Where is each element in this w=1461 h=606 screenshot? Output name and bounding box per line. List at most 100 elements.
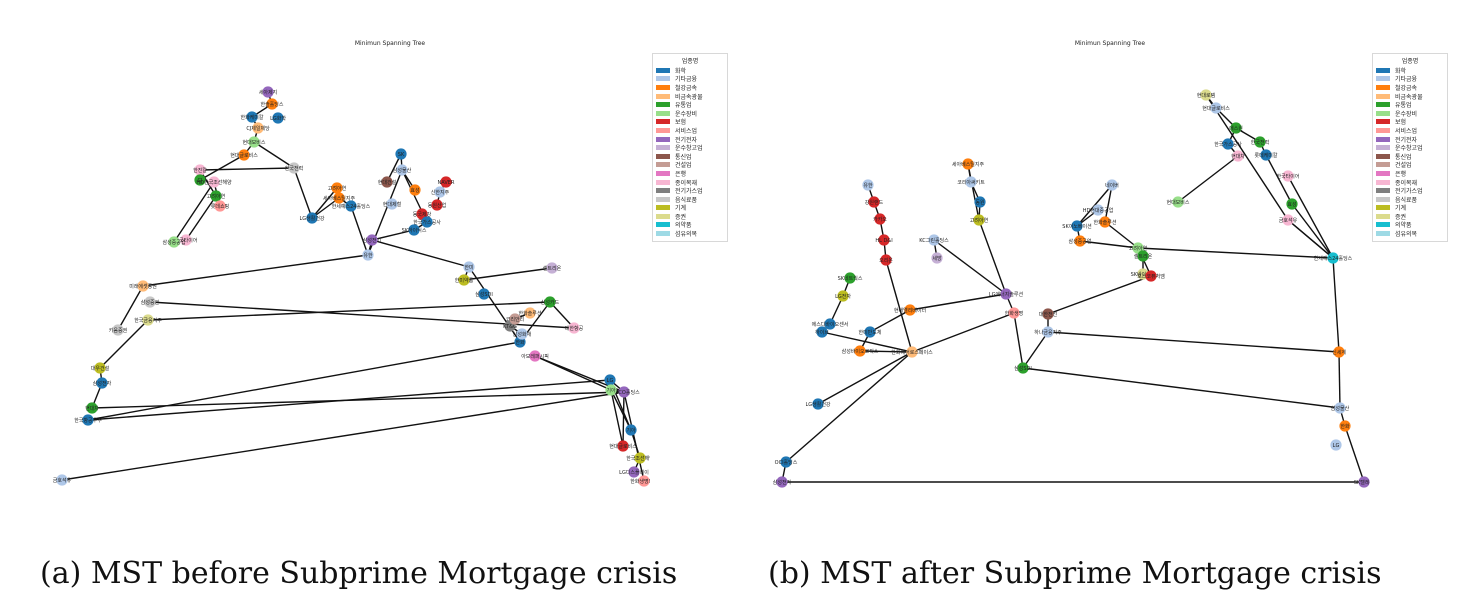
- edge: [967, 163, 980, 221]
- legend-label: 철강금속: [1395, 84, 1418, 92]
- node-label: LG생활건강: [805, 401, 830, 408]
- plot-title: Minimun Spanning Tree: [1074, 40, 1146, 47]
- legend-item: 건설업: [656, 161, 724, 170]
- legend-swatch: [1376, 179, 1390, 185]
- legend-swatch: [1376, 231, 1390, 237]
- node: [1071, 220, 1083, 232]
- legend-label: 전기전자: [1395, 136, 1418, 144]
- legend-title: 업종명: [1401, 58, 1419, 65]
- node-label: 유한: [363, 253, 373, 259]
- node-label: 유한: [863, 183, 873, 189]
- legend-item: 철강금속: [656, 83, 724, 92]
- node-label: LG디스플레이: [619, 469, 649, 476]
- legend-label: 운수창고업: [675, 145, 703, 153]
- node: [1339, 420, 1351, 432]
- node-label: 고려아연: [970, 217, 989, 224]
- node-label: 코리안리: [506, 316, 524, 323]
- node-label: 한화솔루션: [518, 310, 541, 317]
- node-label: 한국가스공사: [413, 219, 441, 226]
- legend-swatch: [1376, 110, 1390, 116]
- node-label: 에스디바이오센서: [812, 321, 849, 328]
- legend-label: 전기가스업: [1395, 188, 1423, 196]
- legend-label: 비금속광물: [1395, 93, 1423, 101]
- edge: [311, 197, 340, 219]
- legend-label: 건설업: [675, 162, 692, 170]
- edge: [199, 154, 245, 181]
- legend-swatch: [656, 93, 670, 99]
- node-label: 한국금융지주: [134, 317, 162, 324]
- legend-label: 섬유의복: [675, 231, 698, 239]
- node-label: SK바이오팜: [1131, 271, 1156, 278]
- legend-label: 음식료품: [675, 196, 698, 204]
- node-label: 롯데쇼핑: [211, 203, 229, 210]
- legend-item: 섬유의복: [656, 229, 724, 238]
- legend-label: 유통업: [675, 102, 692, 110]
- node-label: 동원산업: [428, 202, 446, 209]
- node-label: KT&G: [503, 324, 517, 330]
- node: [509, 313, 521, 325]
- node: [816, 326, 828, 338]
- node: [906, 346, 918, 358]
- legend-item: 은행: [656, 169, 724, 178]
- legend-swatch: [656, 205, 670, 211]
- node: [137, 280, 149, 292]
- node-label: 한화케미칼: [240, 114, 263, 121]
- node: [144, 296, 156, 308]
- node: [345, 200, 357, 212]
- node: [544, 296, 556, 308]
- node: [1254, 136, 1266, 148]
- plot-title: Minimun Spanning Tree: [354, 40, 426, 47]
- node-label: 현대건설: [378, 179, 397, 186]
- node: [86, 402, 98, 414]
- legend-label: 철강금속: [675, 84, 698, 92]
- legend-item: 종이목재: [1376, 178, 1444, 187]
- legend-item: 철강금속: [1376, 83, 1444, 92]
- node: [386, 198, 398, 210]
- edge: [142, 254, 369, 287]
- node-label: POSCO홀딩스: [608, 389, 640, 396]
- legend-swatch: [1376, 136, 1390, 142]
- edge: [117, 285, 144, 331]
- legend-label: 비금속광물: [675, 93, 703, 101]
- legend-label: 의약품: [1395, 222, 1412, 230]
- edge: [911, 312, 1015, 353]
- node: [973, 214, 985, 226]
- node: [862, 179, 874, 191]
- node-label: 현대글로비스: [1202, 105, 1230, 112]
- legend-item: 화학: [656, 66, 724, 75]
- legend-label: 유통업: [1395, 102, 1412, 110]
- caption-after: (b) MST after Subprime Mortgage crisis: [768, 556, 1382, 591]
- node-label: 한화: [515, 340, 525, 346]
- node-label: 한국타이어: [1276, 173, 1299, 180]
- panel-after-crisis: Minimun Spanning Tree 현대로템 현대글로비스 에스원 한국가스공…: [760, 30, 1460, 510]
- node-label: 삼성중공업: [162, 239, 185, 246]
- edge: [371, 239, 470, 268]
- node: [874, 213, 886, 225]
- node-label: HD한국조선해양: [196, 179, 232, 186]
- legend-swatch: [656, 110, 670, 116]
- node: [168, 236, 180, 248]
- node: [1282, 170, 1294, 182]
- node: [868, 196, 880, 208]
- node-label: 삼성SDI: [1014, 365, 1032, 372]
- node-label: 한미약품: [455, 277, 474, 284]
- node-label: 신세계: [1332, 349, 1346, 356]
- edge: [253, 141, 295, 169]
- edge: [463, 267, 553, 281]
- node: [1132, 242, 1144, 254]
- node: [194, 174, 206, 186]
- node-label: NAVER: [438, 180, 455, 186]
- legend-swatch: [656, 162, 670, 168]
- node: [408, 224, 420, 236]
- legend-swatch: [656, 222, 670, 228]
- node-label: 한진칼: [193, 167, 207, 174]
- edge: [1287, 175, 1334, 259]
- node: [904, 304, 916, 316]
- edge: [1177, 155, 1239, 203]
- edge: [909, 293, 1007, 311]
- node-label: SK하이닉스: [402, 227, 427, 234]
- node: [1222, 138, 1234, 150]
- edge: [199, 167, 295, 171]
- legend-label: 증권: [1395, 213, 1407, 221]
- legend-item: 서비스업: [656, 126, 724, 135]
